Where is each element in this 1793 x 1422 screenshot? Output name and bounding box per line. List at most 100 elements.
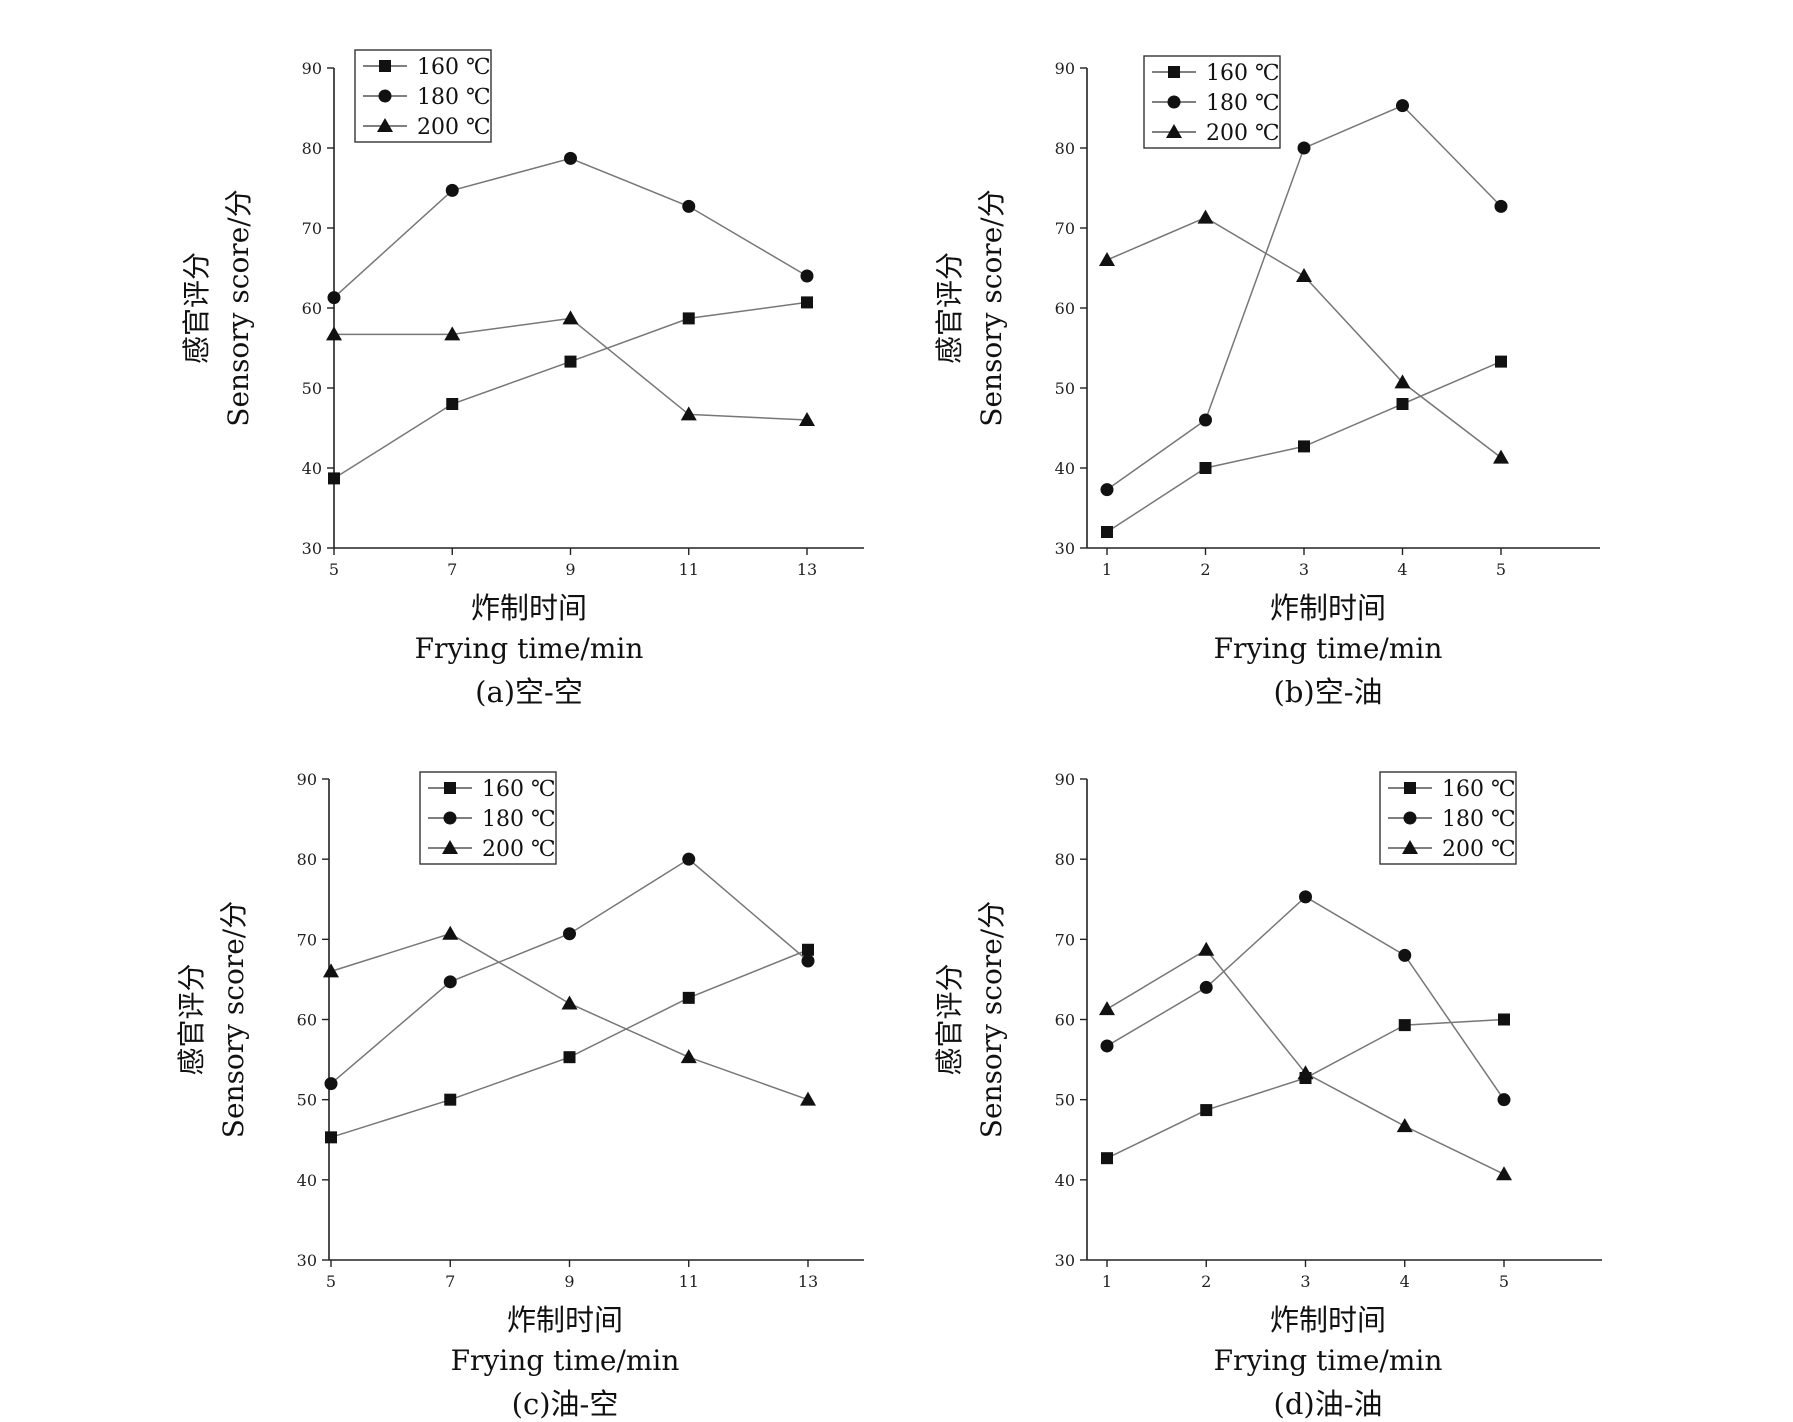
x-axis-title-cn: 炸制时间: [507, 1303, 623, 1337]
x-axis-title-cn: 炸制时间: [471, 591, 587, 625]
x-tick-label: 2: [1200, 560, 1210, 579]
y-tick-label: 80: [1055, 139, 1075, 158]
legend-marker: [1404, 782, 1416, 794]
legend-label: 180 ℃: [417, 85, 491, 110]
data-point: [562, 310, 579, 325]
data-point: [1101, 526, 1113, 538]
data-point: [1298, 440, 1310, 453]
data-point: [1200, 1104, 1213, 1117]
legend-label: 180 ℃: [1442, 807, 1516, 832]
x-axis-title-cn: 炸制时间: [1270, 1303, 1386, 1337]
x-tick-label: 11: [679, 560, 699, 579]
data-point: [1494, 199, 1508, 213]
legend-marker: [1167, 95, 1181, 109]
chart-panel-3: 30 40 50 60 70 80 90 5 7 9 11 13 感官评分 Sensory score/分…: [175, 770, 864, 1421]
data-point: [446, 398, 459, 410]
y-tick-label: 70: [297, 930, 317, 949]
series-square: [1101, 355, 1507, 538]
chart-panel-1: 30 40 50 60 70 80 90 5 7 9 11 13 感官评分 Sensory score/分…: [180, 49, 864, 709]
series-square: [1101, 1013, 1510, 1165]
x-tick-label: 1: [1102, 560, 1112, 579]
data-point: [1398, 948, 1412, 962]
series-line: [330, 858, 809, 1085]
data-point: [445, 183, 459, 197]
series-circle: [1100, 890, 1511, 1107]
series-line: [1106, 1018, 1505, 1159]
x-tick-label: 5: [1496, 560, 1506, 579]
series-circle: [324, 852, 815, 1091]
data-point: [1297, 141, 1311, 155]
data-point: [801, 954, 815, 968]
x-axis-title-en: Frying time/min: [415, 632, 644, 665]
chart-panel-4: 30 40 50 60 70 80 90 1 2 3 4 5 感官评分 Sensory score/分炸制…: [933, 770, 1602, 1421]
legend-marker: [378, 89, 392, 103]
data-point: [564, 355, 577, 368]
x-tick-label: 9: [564, 1272, 574, 1291]
panel-caption: (b)空-油: [1274, 675, 1383, 709]
series-triangle: [326, 310, 815, 426]
data-point: [801, 296, 813, 309]
legend-marker: [377, 118, 393, 132]
y-tick-label: 30: [1055, 1251, 1075, 1270]
data-point: [799, 412, 815, 426]
x-tick-label: 1: [1102, 1272, 1112, 1291]
legend-marker: [444, 782, 456, 794]
data-point: [444, 326, 461, 341]
data-point: [682, 312, 695, 325]
legend-label: 160 ℃: [482, 777, 556, 802]
series-triangle: [1099, 941, 1512, 1181]
series-line: [333, 301, 808, 480]
legend-label: 200 ℃: [1442, 837, 1516, 862]
y-axis-title-en: Sensory score/分: [975, 189, 1008, 426]
x-tick-label: 5: [326, 1272, 336, 1291]
legend-marker: [1402, 840, 1418, 854]
series-line: [1106, 104, 1502, 491]
panel-caption: (d)油-油: [1274, 1387, 1383, 1421]
x-tick-label: 3: [1299, 560, 1309, 579]
series-triangle: [1099, 209, 1509, 464]
chart-panel-2: 30 40 50 60 70 80 90 1 2 3 4 5 感官评分 Sensory score/分炸制…: [933, 55, 1600, 709]
y-axis-title-cn: 感官评分: [175, 963, 208, 1075]
data-point: [682, 991, 695, 1004]
data-point: [1197, 209, 1214, 224]
x-tick-label: 7: [445, 1272, 455, 1291]
data-point: [327, 291, 341, 305]
x-tick-label: 9: [565, 560, 575, 579]
data-point: [1394, 374, 1411, 389]
legend-label: 180 ℃: [482, 807, 556, 832]
y-axis-title-cn: 感官评分: [180, 252, 213, 364]
x-tick-label: 13: [797, 560, 817, 579]
x-tick-label: 4: [1397, 560, 1407, 579]
data-point: [1497, 1093, 1511, 1107]
legend-marker: [379, 60, 391, 72]
panel-caption: (a)空-空: [475, 675, 583, 709]
data-point: [682, 199, 696, 213]
data-point: [328, 472, 340, 485]
data-point: [443, 975, 457, 989]
legend: 160 ℃ 180 ℃ 200 ℃: [354, 49, 492, 143]
y-tick-label: 90: [302, 59, 322, 78]
series-triangle: [323, 925, 816, 1106]
x-tick-label: 3: [1300, 1272, 1310, 1291]
data-point: [1199, 413, 1212, 427]
data-point: [1493, 449, 1509, 464]
data-point: [326, 326, 342, 341]
x-tick-label: 5: [1499, 1272, 1509, 1291]
data-point: [1297, 1065, 1314, 1080]
legend-label: 200 ℃: [482, 837, 556, 862]
data-point: [1198, 941, 1215, 956]
legend-label: 160 ℃: [1206, 61, 1280, 86]
data-point: [1101, 1152, 1113, 1165]
y-tick-label: 40: [1055, 1171, 1075, 1190]
y-tick-label: 60: [302, 299, 322, 318]
x-axis-title-en: Frying time/min: [1214, 632, 1443, 665]
y-axis-title-en: Sensory score/分: [217, 901, 250, 1138]
y-tick-label: 80: [297, 850, 317, 869]
y-tick-label: 40: [302, 459, 322, 478]
data-point: [1100, 1039, 1114, 1053]
legend-marker: [442, 840, 458, 854]
series-line: [330, 949, 809, 1139]
legend-label: 200 ℃: [417, 115, 491, 140]
data-point: [561, 995, 578, 1010]
x-tick-label: 13: [798, 1272, 818, 1291]
